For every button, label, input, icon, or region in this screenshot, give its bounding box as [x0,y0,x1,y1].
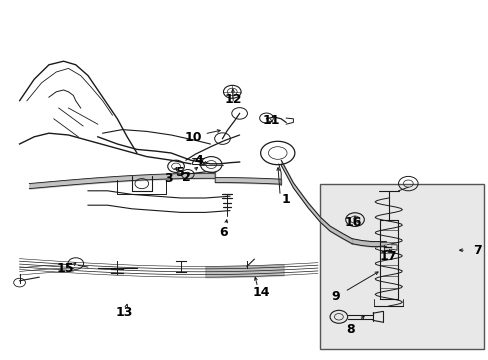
Text: 8: 8 [345,323,354,336]
Text: 16: 16 [344,216,361,229]
Text: 17: 17 [379,250,397,263]
Text: 2: 2 [182,171,191,184]
Text: 11: 11 [262,114,279,127]
Text: 15: 15 [57,262,74,275]
Text: 9: 9 [330,291,339,303]
Bar [320,184,483,349]
Text: 10: 10 [184,131,202,144]
Text: 5: 5 [175,166,184,179]
Text: 4: 4 [194,154,203,167]
Text: 6: 6 [219,226,227,239]
Text: 7: 7 [472,244,481,257]
Text: 13: 13 [115,306,133,319]
Text: 12: 12 [224,93,242,105]
Text: 14: 14 [252,286,270,299]
Text: 1: 1 [281,193,290,206]
Text: 3: 3 [164,172,173,185]
